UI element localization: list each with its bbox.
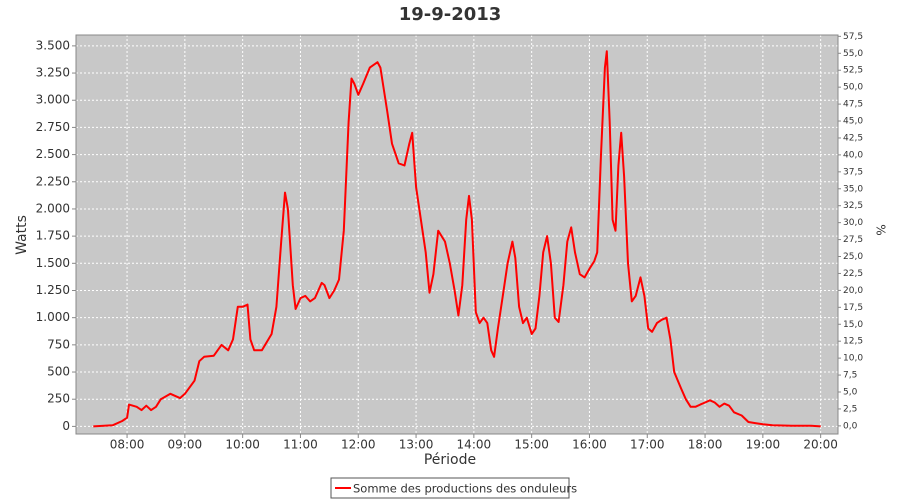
y-tick-label: 1.250 (36, 283, 70, 297)
x-tick-label: 16:00 (572, 438, 607, 452)
y2-tick-label: 15,0 (843, 320, 863, 330)
y2-tick-label: 12,5 (843, 337, 863, 347)
y2-tick-label: 42,5 (843, 133, 863, 143)
y2-tick-label: 40,0 (843, 150, 863, 160)
y2-tick-label: 45,0 (843, 117, 863, 127)
y2-tick-label: 50,0 (843, 83, 863, 93)
y2-tick-label: 55,0 (843, 49, 863, 59)
y2-tick-label: 32,5 (843, 201, 863, 211)
plot-area (76, 35, 838, 434)
x-tick-label: 19:00 (746, 438, 781, 452)
x-tick-label: 13:00 (399, 438, 434, 452)
legend-label: Somme des productions des onduleurs (353, 482, 577, 496)
x-tick-label: 12:00 (341, 438, 376, 452)
y-tick-label: 3.250 (36, 66, 70, 80)
x-tick-label: 11:00 (283, 438, 318, 452)
y-tick-label: 3.500 (36, 38, 70, 52)
y-tick-label: 0 (62, 419, 70, 433)
y-tick-label: 1.750 (36, 229, 70, 243)
x-axis-label: Période (424, 452, 476, 468)
y-tick-label: 3.000 (36, 93, 70, 107)
legend-box (330, 477, 570, 499)
y2-axis-label: % (874, 224, 888, 235)
y2-tick-label: 7,5 (843, 371, 857, 381)
y2-tick-label: 35,0 (843, 184, 863, 194)
y2-tick-label: 5,0 (843, 388, 858, 398)
y-tick-label: 250 (47, 392, 70, 406)
x-tick-label: 17:00 (630, 438, 665, 452)
y-tick-label: 2.500 (36, 147, 70, 161)
y2-tick-label: 47,5 (843, 100, 863, 110)
y2-tick-label: 0,0 (843, 421, 858, 431)
x-tick-label: 14:00 (457, 438, 492, 452)
plot-border (75, 34, 839, 435)
y-tick-label: 2.000 (36, 201, 70, 215)
y2-tick-label: 20,0 (843, 286, 863, 296)
x-tick-label: 09:00 (168, 438, 203, 452)
x-tick-label: 10:00 (225, 438, 260, 452)
y2-tick-label: 30,0 (843, 218, 863, 228)
y-tick-label: 500 (47, 365, 70, 379)
x-tick-label: 15:00 (514, 438, 549, 452)
y2-tick-label: 37,5 (843, 167, 863, 177)
x-tick-label: 08:00 (110, 438, 145, 452)
y-tick-label: 2.250 (36, 174, 70, 188)
x-tick-label: 18:00 (688, 438, 723, 452)
y2-tick-label: 2,5 (843, 404, 857, 414)
y2-tick-label: 57,5 (843, 32, 863, 42)
y-tick-label: 1.500 (36, 256, 70, 270)
y-axis-label: Watts (14, 215, 30, 255)
series-line (93, 50, 821, 428)
y2-tick-label: 17,5 (843, 303, 863, 313)
y2-tick-label: 52,5 (843, 66, 863, 76)
y2-tick-label: 25,0 (843, 252, 863, 262)
y-tick-label: 1.000 (36, 310, 70, 324)
chart-title: 19-9-2013 (399, 4, 502, 25)
y-tick-label: 2.750 (36, 120, 70, 134)
y2-tick-label: 22,5 (843, 269, 863, 279)
y2-tick-label: 27,5 (843, 235, 863, 245)
y-tick-label: 750 (47, 337, 70, 351)
y2-tick-label: 10,0 (843, 354, 863, 364)
x-tick-label: 20:00 (803, 438, 838, 452)
